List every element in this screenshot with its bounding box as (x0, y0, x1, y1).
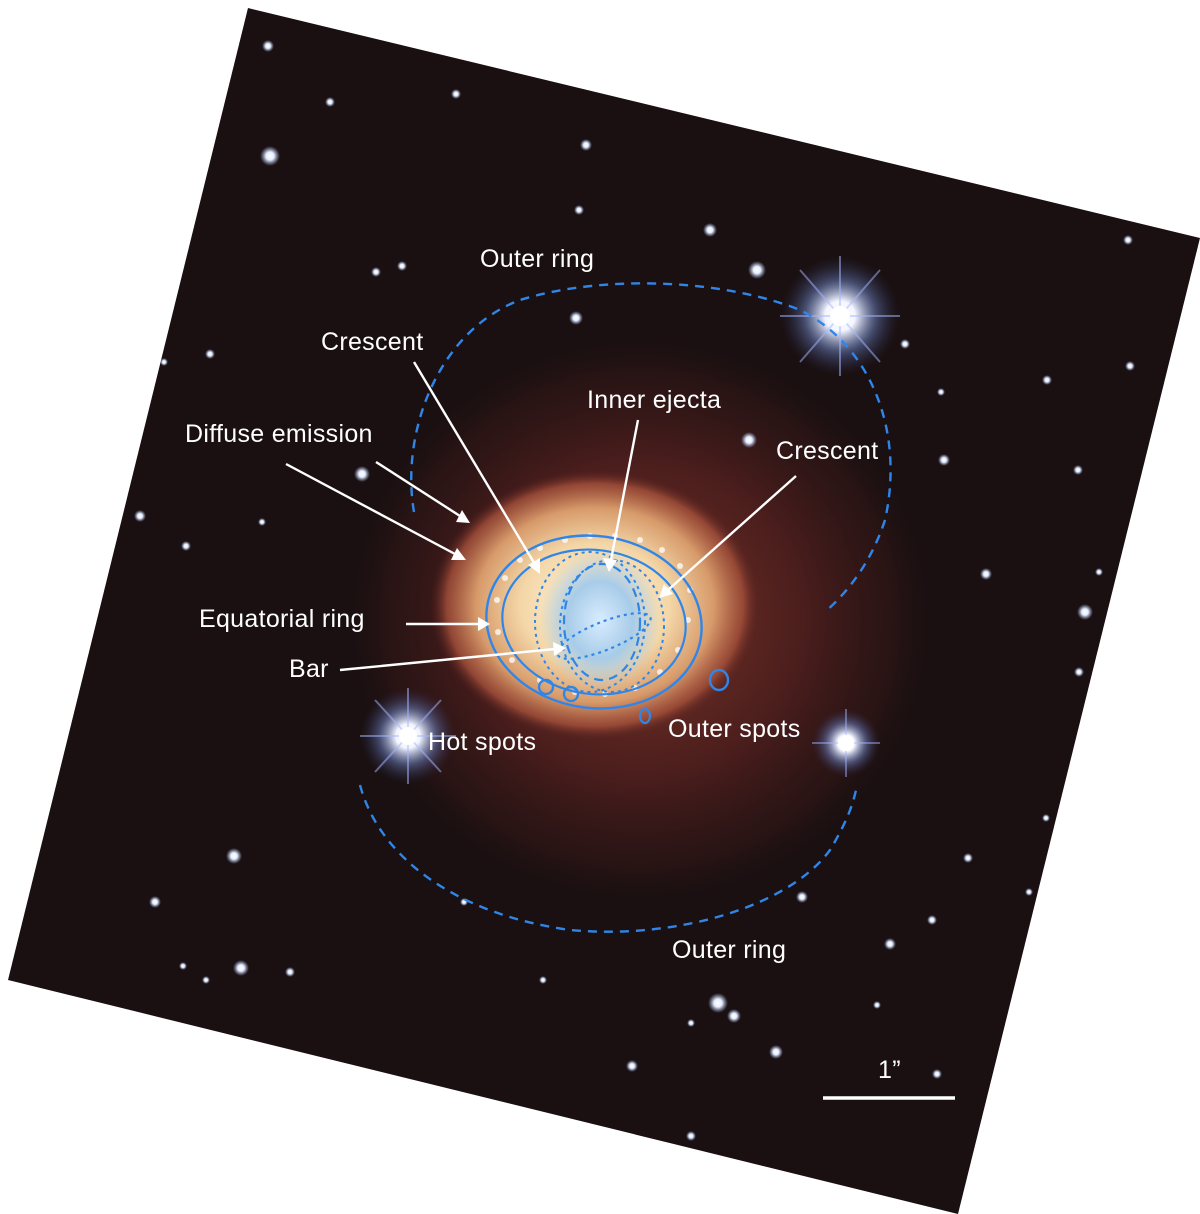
arrow-diffuse-emission-2 (285, 462, 466, 560)
hot-spot-marker (562, 685, 580, 703)
star-field (134, 40, 1135, 1141)
bright-star-left (360, 688, 456, 784)
labels: Outer ring Crescent Inner ejecta Diffuse… (185, 245, 878, 964)
label-outer-ring-top: Outer ring (480, 245, 594, 273)
outer-spot-marker (638, 707, 652, 725)
arrow-bar (339, 642, 566, 672)
label-diffuse-emission: Diffuse emission (185, 420, 373, 448)
outer-ring-upper-outline (410, 282, 892, 613)
label-bar: Bar (289, 655, 329, 683)
label-outer-spots: Outer spots (668, 715, 801, 743)
hot-spot-marker (537, 678, 555, 696)
annotation-arrows (285, 361, 797, 672)
scale-bar-label: 1” (878, 1056, 901, 1084)
outer-ring-lower-outline (358, 784, 858, 933)
arrow-diffuse-emission-1 (375, 460, 470, 523)
arrow-crescent-left (412, 361, 540, 574)
inner-ejecta-outline (562, 562, 642, 682)
arrow-equatorial-ring (406, 617, 490, 631)
label-inner-ejecta: Inner ejecta (587, 386, 721, 414)
bright-star-right (812, 709, 880, 777)
label-crescent-left: Crescent (321, 328, 423, 356)
outer-spot-marker (708, 668, 730, 692)
label-crescent-right: Crescent (776, 437, 878, 465)
label-outer-ring-bottom: Outer ring (672, 936, 786, 964)
equatorial-ring-outline (485, 534, 703, 710)
blue-annotations (358, 282, 892, 933)
bright-star-top-right (780, 256, 900, 376)
label-hot-spots: Hot spots (428, 728, 536, 756)
inner-ejecta-glow (540, 550, 660, 690)
bar-outline (556, 612, 652, 660)
arrow-inner-ejecta (603, 419, 640, 572)
scale-bar: 1” (823, 1056, 955, 1100)
arrow-crescent-right (659, 475, 797, 598)
crescent-outlines (534, 551, 665, 693)
label-equatorial-ring: Equatorial ring (199, 605, 365, 633)
